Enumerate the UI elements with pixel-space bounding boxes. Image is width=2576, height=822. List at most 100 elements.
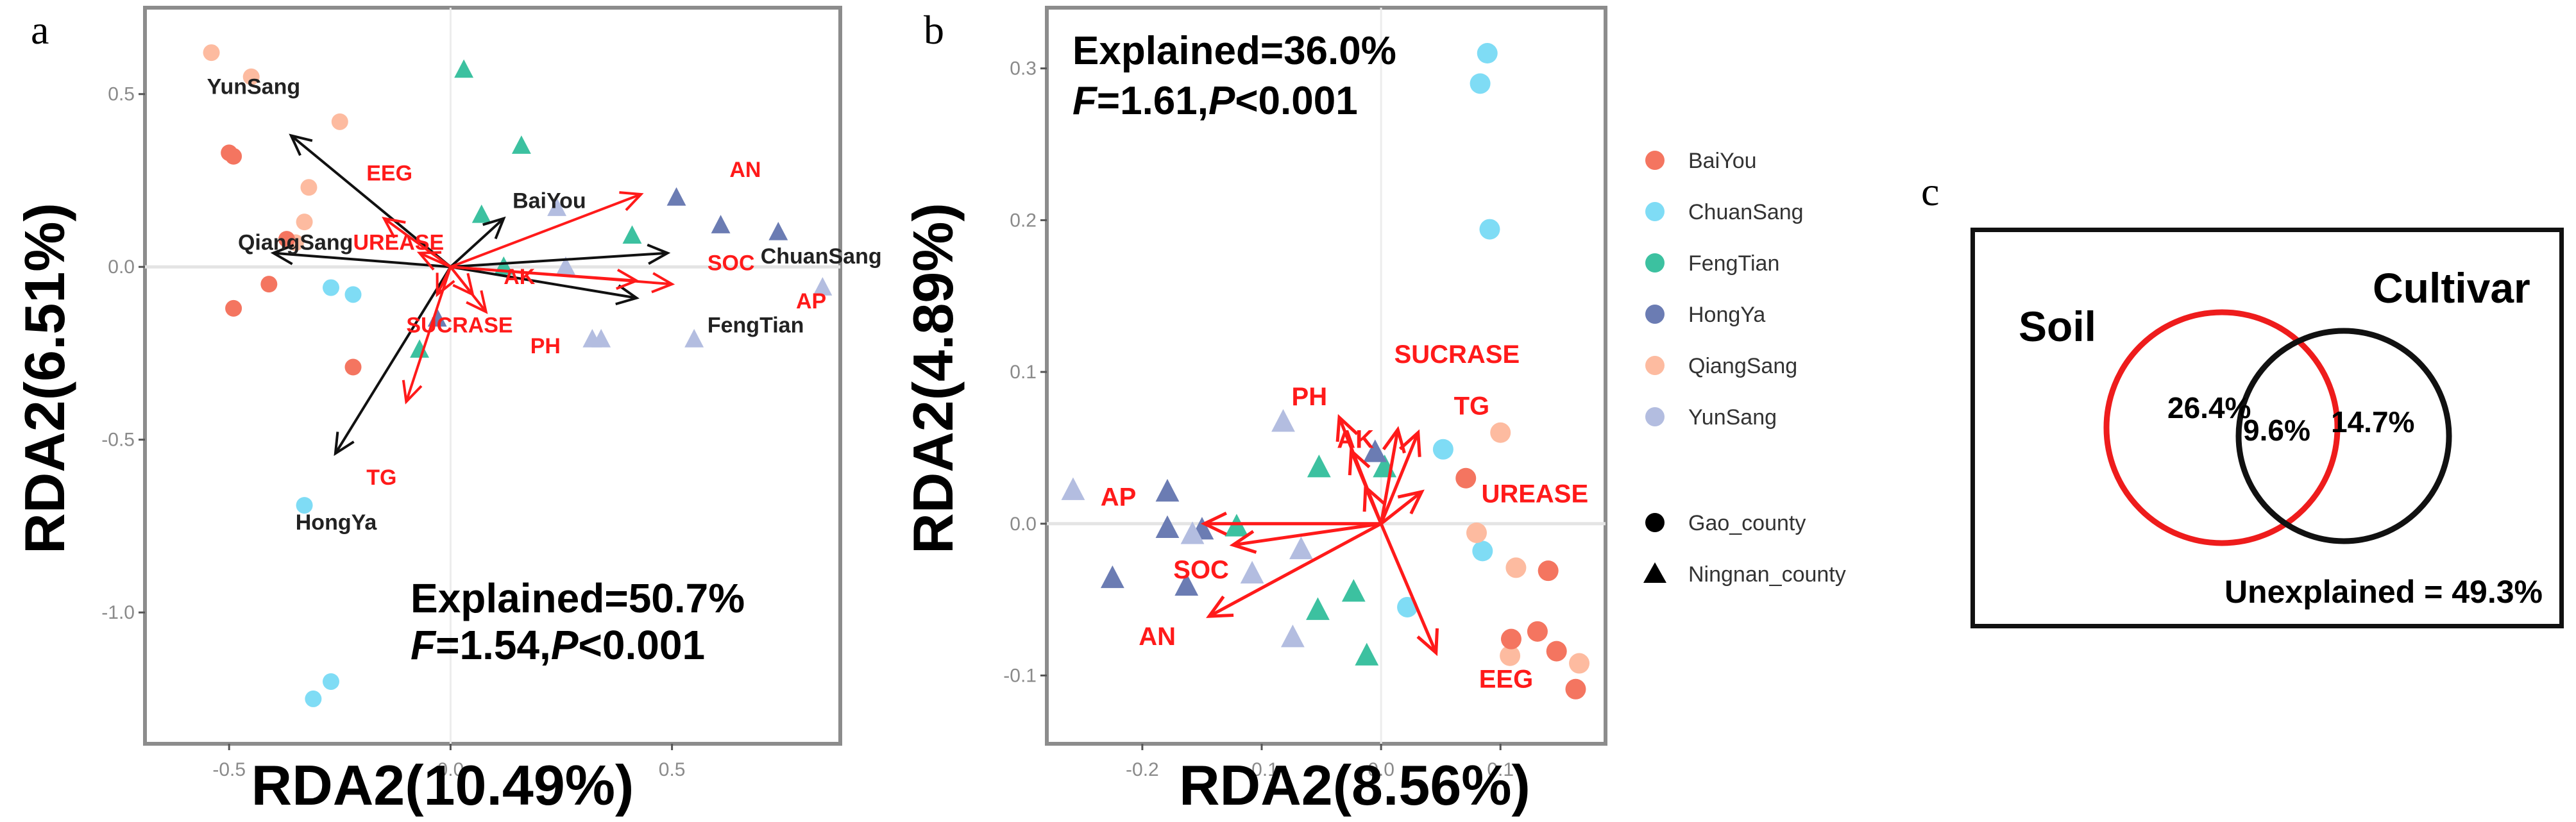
y-tick-label: 0.2 [1010,210,1037,231]
x-tick-label: -0.5 [212,759,246,780]
venn-value-intersection: 9.6% [2243,414,2310,447]
panel-label-c: c [1921,169,1940,214]
point-hongya [666,187,686,206]
point-yunsang [684,329,704,348]
x-tick-label: 0.1 [1487,759,1514,780]
point-chuansang [296,497,313,514]
env-arrow-ap-head [1200,512,1227,536]
p-symbol: P [1208,79,1235,123]
venn-unexplained: Unexplained = 49.3% [2224,574,2543,610]
point-yunsang [813,277,833,296]
legend-label-hongya: HongYa [1688,303,1765,327]
env-arrow-sucrase-head [436,273,455,298]
cultivar-arrow-label: YunSang [207,75,300,99]
point-chuansang [1397,596,1418,617]
point-baiyou [1455,467,1477,489]
legend-swatch-site [1643,562,1666,583]
env-arrow-tg-head [402,380,423,405]
legend-label-yunsang: YunSang [1688,405,1777,430]
point-chuansang [1477,43,1498,64]
point-chuansang [1472,541,1493,562]
point-yunsang [547,197,567,216]
point-yunsang [591,329,611,348]
env-arrow-urease [1380,491,1423,525]
legend-swatch-fengtian [1645,253,1665,273]
point-baiyou [225,299,242,317]
env-arrow-sucrase [1379,429,1400,524]
point-hongya [1174,573,1199,596]
env-arrow-label: SOC [708,251,755,276]
cultivar-arrow-chuansang-head [647,244,671,265]
env-arrow-an-head [619,191,644,212]
legend-swatch-chuansang [1645,202,1665,221]
legend-swatch-baiyou [1645,151,1665,170]
cultivar-arrow-label: HongYa [296,510,378,535]
point-baiyou [225,147,242,165]
env-arrow-tg [405,266,452,403]
point-qiangsang [1490,422,1511,443]
venn-label-cultivar: Cultivar [2373,264,2530,312]
env-arrow-label: AP [796,289,826,314]
point-chuansang [1432,439,1453,460]
env-arrow-an [1208,522,1382,618]
p-value: <0.001 [1235,79,1357,123]
point-qiangsang [331,113,348,130]
env-arrow-ph-head [1335,414,1359,442]
point-baiyou [260,276,278,293]
cultivar-arrow-hongya-head [334,432,355,457]
point-fengtian [454,59,474,78]
point-fengtian [410,339,430,358]
cultivar-arrow-yunsang-head [289,133,313,156]
env-arrow-ak-head [466,290,488,314]
point-hongya [1363,439,1387,462]
y-tick-label: 0.0 [1010,514,1037,535]
env-arrow-an-head [1206,595,1234,618]
venn-circle-soil [2103,309,2341,546]
y-axis-title-b: RDA2(4.89%) [901,203,965,554]
legend-label-qiangsang: QiangSang [1688,354,1797,378]
cultivar-arrow-label: QiangSang [238,230,353,255]
point-hongya [711,215,731,233]
point-baiyou [1500,628,1521,650]
y-tick-label: -0.5 [101,430,135,451]
point-yunsang [1180,521,1205,544]
env-arrow-unlabeled [1364,486,1383,524]
venn-diagram: Soil Cultivar 26.4% 9.6% 14.7% Unexplain… [2019,264,2543,610]
env-arrow-label: AP [1101,483,1137,511]
point-baiyou [278,231,295,248]
point-yunsang [555,256,575,275]
env-arrow-label: UREASE [353,230,445,255]
point-baiyou [1546,641,1567,662]
env-arrow-eeg-head [416,251,442,271]
cultivar-arrow-fengtian [450,265,637,299]
plot-frame [1045,6,1607,746]
point-chuansang [1470,73,1491,94]
point-hongya [768,221,788,240]
plot-frame [143,6,842,746]
point-yunsang [1271,409,1295,432]
venn-circle-cultivar [2235,328,2452,544]
env-arrow-label: SUCRASE [406,314,513,338]
cultivar-arrow-qiangsang-head [270,244,294,265]
point-baiyou [1527,621,1548,642]
env-arrow-urease-head [382,217,406,239]
env-arrow-eeg [1379,523,1438,653]
env-arrow-label: SUCRASE [1394,340,1520,369]
point-qiangsang [203,44,220,62]
env-arrow-eeg-head [1416,628,1439,657]
f-value: =1.61, [1097,79,1208,123]
x-tick-label: 0.0 [437,759,464,780]
env-arrow-label: PH [530,334,561,358]
venn-label-soil: Soil [2019,303,2096,350]
point-fengtian [1306,597,1330,620]
legend-label-baiyou: BaiYou [1688,149,1757,173]
point-yunsang [1289,536,1313,560]
cultivar-arrow-baiyou-head [482,216,506,240]
legend-swatch-yunsang [1645,407,1665,426]
venn-value-soil-only: 26.4% [2167,391,2251,424]
point-fengtian [511,135,531,154]
cultivar-arrow-hongya [334,266,452,455]
point-baiyou [344,358,362,376]
point-qiangsang [1466,522,1487,543]
cultivar-arrow-chuansang [450,251,668,269]
